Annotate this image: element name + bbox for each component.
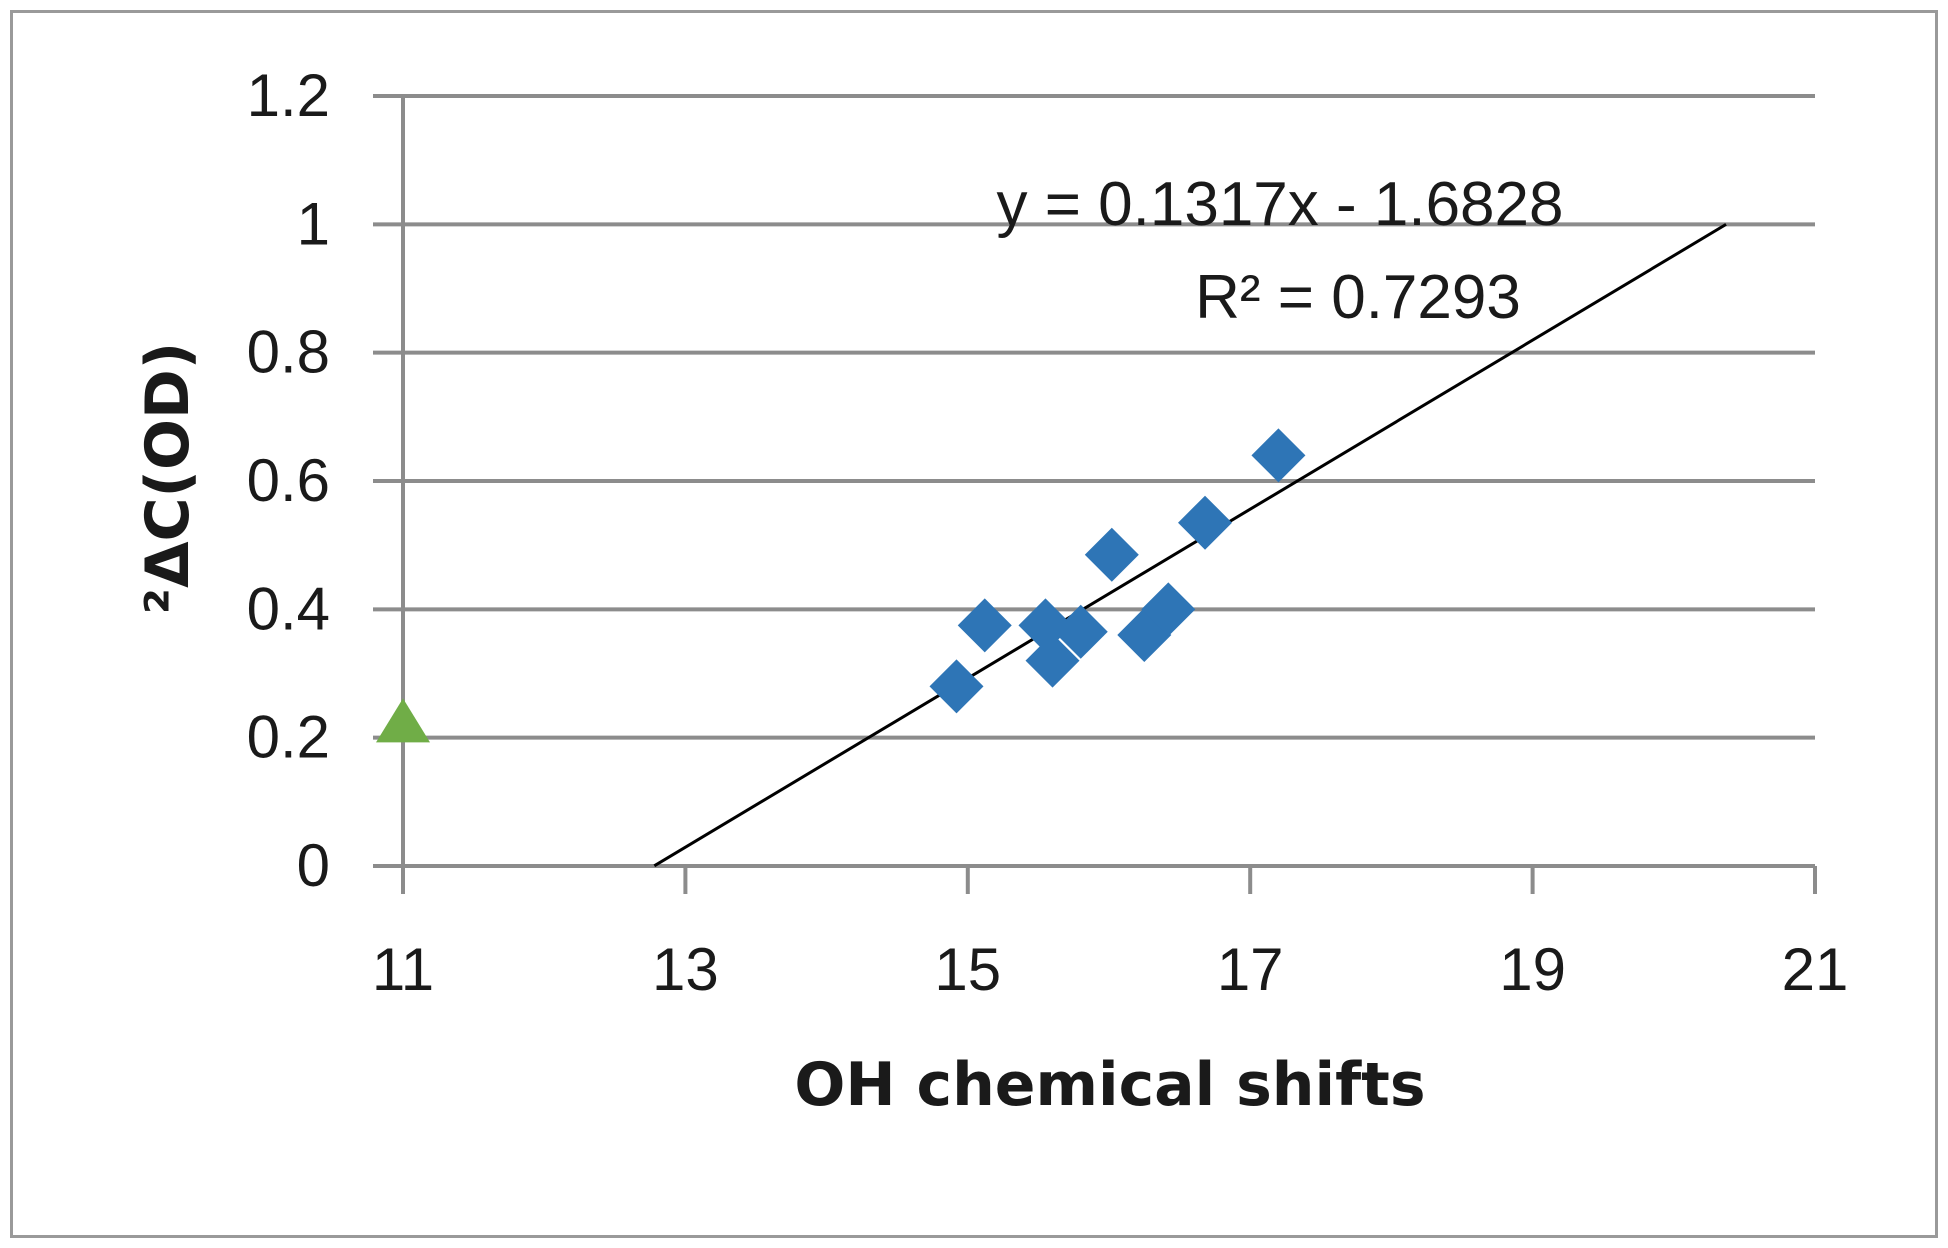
diamond-data-point [1025,633,1080,688]
gridlines [373,94,1815,740]
x-tick-label: 17 [1217,936,1284,1003]
axes [373,94,1817,894]
y-tick-label: 0 [297,832,330,899]
diamond-data-point [1251,428,1306,483]
x-axis-title: OH chemical shifts [794,1050,1425,1120]
diamond-data-point [1018,598,1073,653]
x-tick-label: 15 [934,936,1001,1003]
x-tick-label: 11 [372,936,434,1003]
diamond-data-point [929,659,984,714]
y-tick-label: 1.2 [247,62,330,129]
x-tick-label: 19 [1499,936,1566,1003]
y-tick-labels: 0 0.2 0.4 0.6 0.8 1 1.2 [247,62,330,899]
y-axis-title: ²ΔC(OD) [133,342,203,614]
diamond-data-point [1141,582,1196,637]
y-tick-label: 1 [297,190,330,257]
diamond-data-point [957,598,1012,653]
y-tick-label: 0.4 [247,575,330,642]
diamond-data-point [1084,527,1139,582]
x-tick-labels: 11 13 15 17 19 21 [372,936,1849,1003]
trendline [653,223,1727,868]
trendline-group [653,223,1727,868]
diamond-data-point [1053,604,1108,659]
y-tick-label: 0.8 [247,319,330,386]
data-points [376,428,1306,743]
x-tick-label: 13 [652,936,719,1003]
triangle-data-point [376,698,430,743]
x-tick-label: 21 [1782,936,1849,1003]
trendline-equation: y = 0.1317x - 1.6828 [996,170,1563,239]
diamond-data-point [1178,495,1233,550]
y-tick-label: 0.2 [247,704,330,771]
trendline-r-squared: R² = 0.7293 [1195,263,1521,332]
y-tick-label: 0.6 [247,447,330,514]
